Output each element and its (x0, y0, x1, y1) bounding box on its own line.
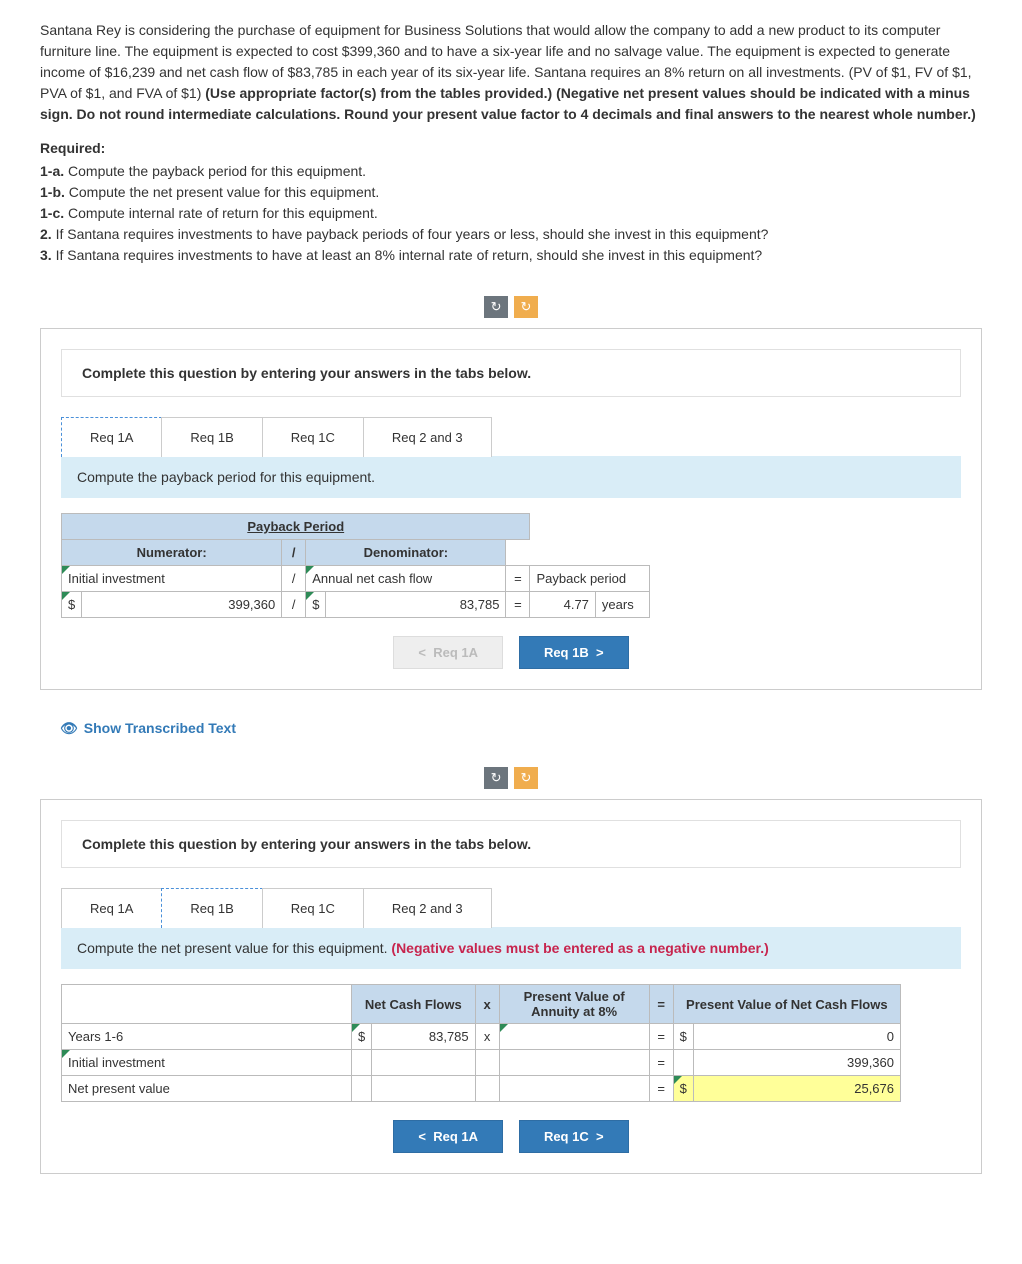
history-icons: ↻ ↻ (40, 296, 982, 318)
pv-initial[interactable]: 399,360 (693, 1050, 900, 1076)
show-transcribed-link[interactable]: 👁Show Transcribed Text (60, 720, 982, 737)
redo-icon[interactable]: ↻ (514, 767, 538, 789)
tab-req1a[interactable]: Req 1A (61, 417, 162, 457)
result-value[interactable]: 4.77 (530, 592, 595, 618)
tab-req1b[interactable]: Req 1B (161, 417, 262, 457)
redo-icon[interactable]: ↻ (514, 296, 538, 318)
problem-statement: Santana Rey is considering the purchase … (40, 20, 982, 125)
panel-req1b: Complete this question by entering your … (40, 799, 982, 1174)
eye-icon: 👁 (60, 720, 78, 736)
numerator-header: Numerator: (62, 540, 282, 566)
result-unit: years (595, 592, 650, 618)
panel-instruction: Complete this question by entering your … (61, 349, 961, 397)
denominator-header: Denominator: (306, 540, 506, 566)
tab-req2and3[interactable]: Req 2 and 3 (363, 888, 492, 928)
required-heading: Required: (40, 140, 982, 156)
undo-icon[interactable]: ↻ (484, 767, 508, 789)
pva-years[interactable] (499, 1024, 649, 1050)
requirements-list: 1-a. Compute the payback period for this… (40, 161, 982, 266)
payback-table: Payback Period Numerator: / Denominator:… (61, 513, 650, 618)
npv-table: Net Cash Flows x Present Value of Annuit… (61, 984, 901, 1102)
pv-years[interactable]: 0 (693, 1024, 900, 1050)
prev-button[interactable]: < Req 1A (393, 1120, 503, 1153)
payback-title: Payback Period (62, 514, 530, 540)
tab-req2and3[interactable]: Req 2 and 3 (363, 417, 492, 457)
tabs-row: Req 1A Req 1B Req 1C Req 2 and 3 (61, 417, 961, 457)
pva-header: Present Value of Annuity at 8% (499, 985, 649, 1024)
panel-instruction-2: Complete this question by entering your … (61, 820, 961, 868)
prev-button: < Req 1A (393, 636, 503, 669)
numerator-label-cell[interactable]: Initial investment (62, 566, 282, 592)
denominator-value[interactable]: 83,785 (326, 592, 506, 618)
divide-header: / (282, 540, 306, 566)
result-label-cell: Payback period (530, 566, 650, 592)
next-button[interactable]: Req 1C > (519, 1120, 629, 1153)
denominator-label-cell[interactable]: Annual net cash flow (306, 566, 506, 592)
tab1b-subtitle: Compute the net present value for this e… (61, 927, 961, 969)
numerator-value[interactable]: 399,360 (82, 592, 282, 618)
ncf-header: Net Cash Flows (352, 985, 476, 1024)
tab1a-subtitle: Compute the payback period for this equi… (61, 456, 961, 498)
next-button[interactable]: Req 1B > (519, 636, 629, 669)
tab-req1b[interactable]: Req 1B (161, 888, 262, 928)
row-initial: Initial investment (62, 1050, 352, 1076)
tab-req1a[interactable]: Req 1A (61, 888, 162, 928)
panel-req1a: Complete this question by entering your … (40, 328, 982, 690)
panel2-nav: < Req 1A Req 1C > (61, 1120, 961, 1153)
pvnet-header: Present Value of Net Cash Flows (673, 985, 900, 1024)
row-npv: Net present value (62, 1076, 352, 1102)
undo-icon[interactable]: ↻ (484, 296, 508, 318)
panel1-nav: < Req 1A Req 1B > (61, 636, 961, 669)
npv-value[interactable]: 25,676 (693, 1076, 900, 1102)
currency-denominator: $ (306, 592, 326, 618)
tab-req1c[interactable]: Req 1C (262, 888, 364, 928)
tabs-row-2: Req 1A Req 1B Req 1C Req 2 and 3 (61, 888, 961, 928)
ncf-years[interactable]: 83,785 (372, 1024, 475, 1050)
row-years: Years 1-6 (62, 1024, 352, 1050)
currency-numerator: $ (62, 592, 82, 618)
tab-req1c[interactable]: Req 1C (262, 417, 364, 457)
history-icons-2: ↻ ↻ (40, 767, 982, 789)
